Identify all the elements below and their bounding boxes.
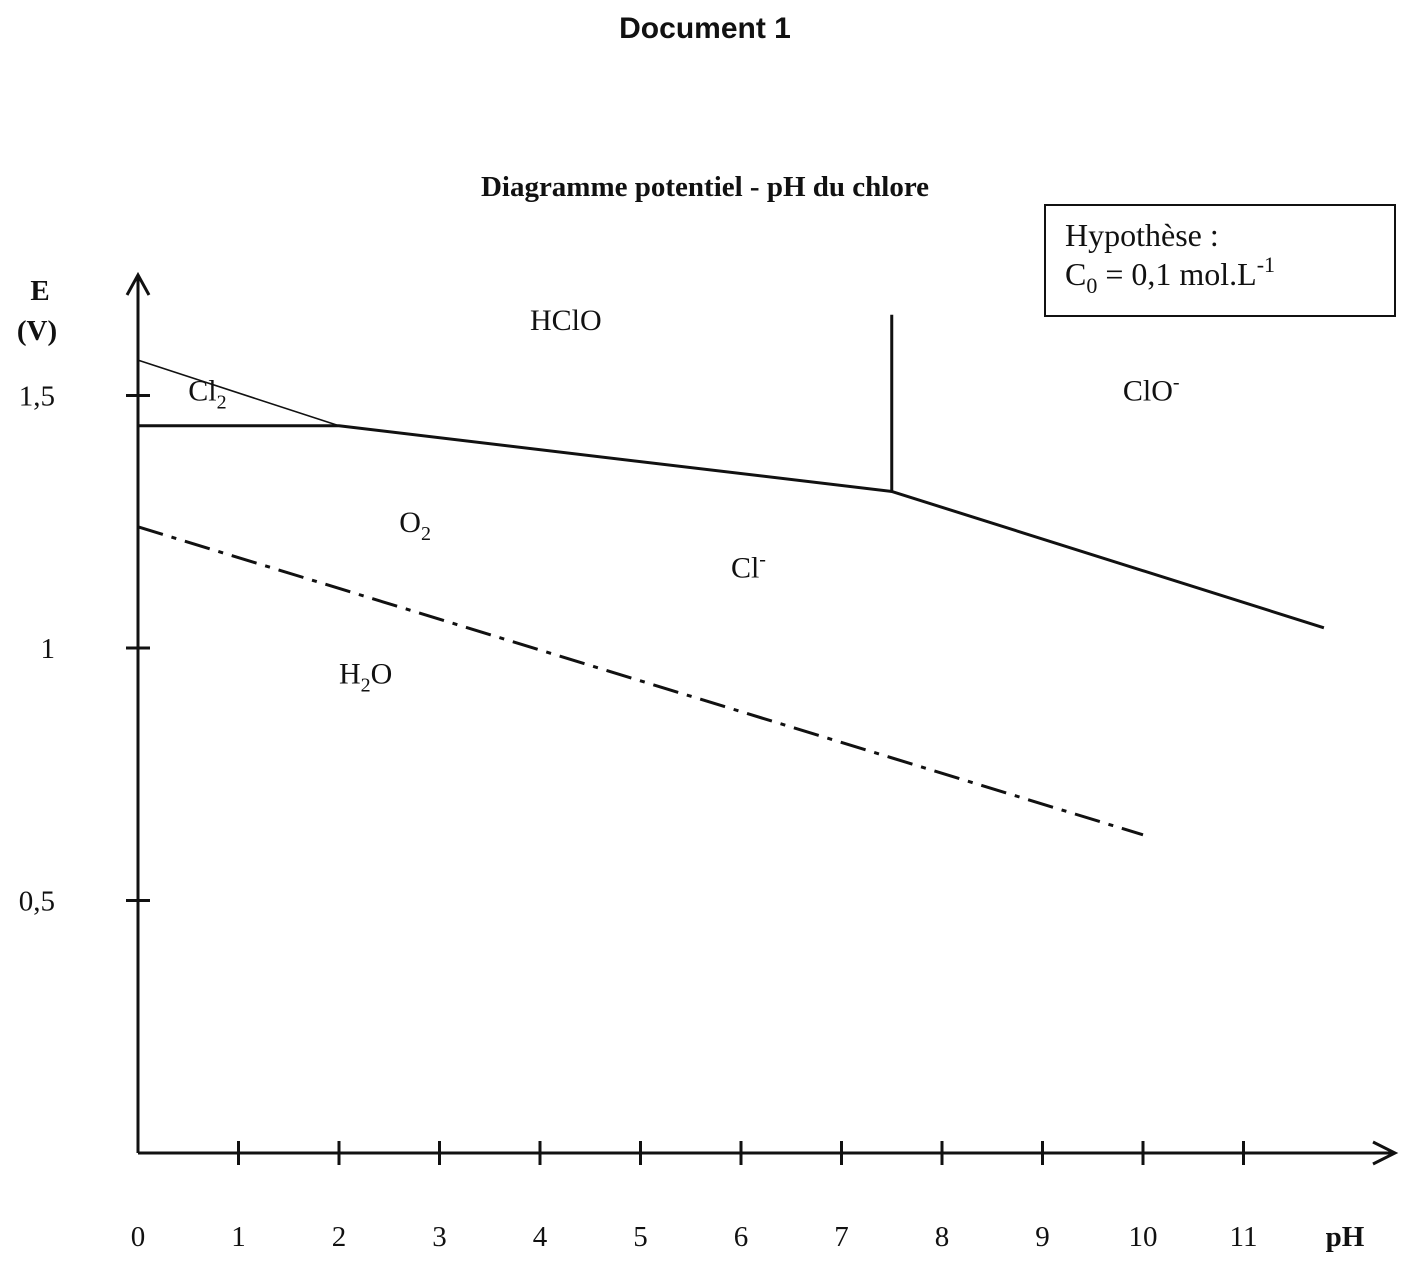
y-tick-label: 0,5 — [19, 886, 55, 918]
y-tick-label: 1,5 — [19, 381, 55, 413]
y-axis-label: E — [30, 275, 49, 307]
region-label: HClO — [530, 304, 602, 337]
region-label: Cl2 — [188, 375, 226, 414]
boundary-lines — [137, 314, 1325, 837]
x-tick-label: 6 — [734, 1221, 749, 1253]
x-tick-label: 2 — [332, 1221, 347, 1253]
chlorine-boundary-line — [138, 424, 1325, 630]
x-tick-label: 7 — [834, 1221, 849, 1253]
y-axis-unit: (V) — [17, 315, 57, 347]
x-tick-label: 1 — [231, 1221, 246, 1253]
x-tick-label: 0 — [131, 1221, 146, 1253]
region-label: Cl- — [731, 548, 766, 584]
x-tick-label: 5 — [633, 1221, 648, 1253]
x-axis-arrow — [1372, 1140, 1399, 1166]
x-tick-label: 11 — [1230, 1221, 1258, 1253]
x-tick-label: 10 — [1129, 1221, 1158, 1253]
chart-title: Diagramme potentiel - pH du chlore — [481, 171, 929, 203]
hypothesis-line-1: Hypothèse : — [1065, 217, 1219, 253]
region-label: H2O — [339, 657, 392, 696]
axes — [125, 271, 1399, 1166]
water-oxygen-line — [137, 525, 1144, 837]
x-tick-label: 3 — [432, 1221, 447, 1253]
axis-labels: E (V) pH — [17, 275, 1365, 1253]
hypothesis-box: Hypothèse : C0 = 0,1 mol.L-1 — [1044, 204, 1396, 317]
x-tick-label: 4 — [533, 1221, 548, 1253]
hypothesis-line-2: C0 = 0,1 mol.L-1 — [1065, 252, 1275, 298]
region-labels: HClO Cl2 ClO- O2 Cl- H2O — [188, 304, 1179, 696]
region-label: ClO- — [1123, 372, 1180, 408]
x-axis-label: pH — [1326, 1221, 1365, 1253]
x-tick-label: 9 — [1035, 1221, 1050, 1253]
region-label: O2 — [399, 506, 431, 545]
hypothesis-frame — [1044, 204, 1396, 317]
ticks: 0 1 2 3 4 5 6 7 8 9 10 11 0,5 1 1,5 — [19, 381, 1258, 1254]
document-title: Document 1 — [619, 12, 791, 45]
y-axis-arrow — [125, 271, 151, 296]
cl2-boundary-line — [137, 359, 340, 427]
y-tick-label: 1 — [41, 633, 56, 665]
x-tick-label: 8 — [935, 1221, 950, 1253]
